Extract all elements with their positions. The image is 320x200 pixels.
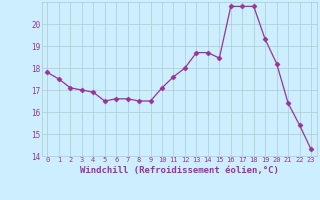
X-axis label: Windchill (Refroidissement éolien,°C): Windchill (Refroidissement éolien,°C) bbox=[80, 166, 279, 175]
